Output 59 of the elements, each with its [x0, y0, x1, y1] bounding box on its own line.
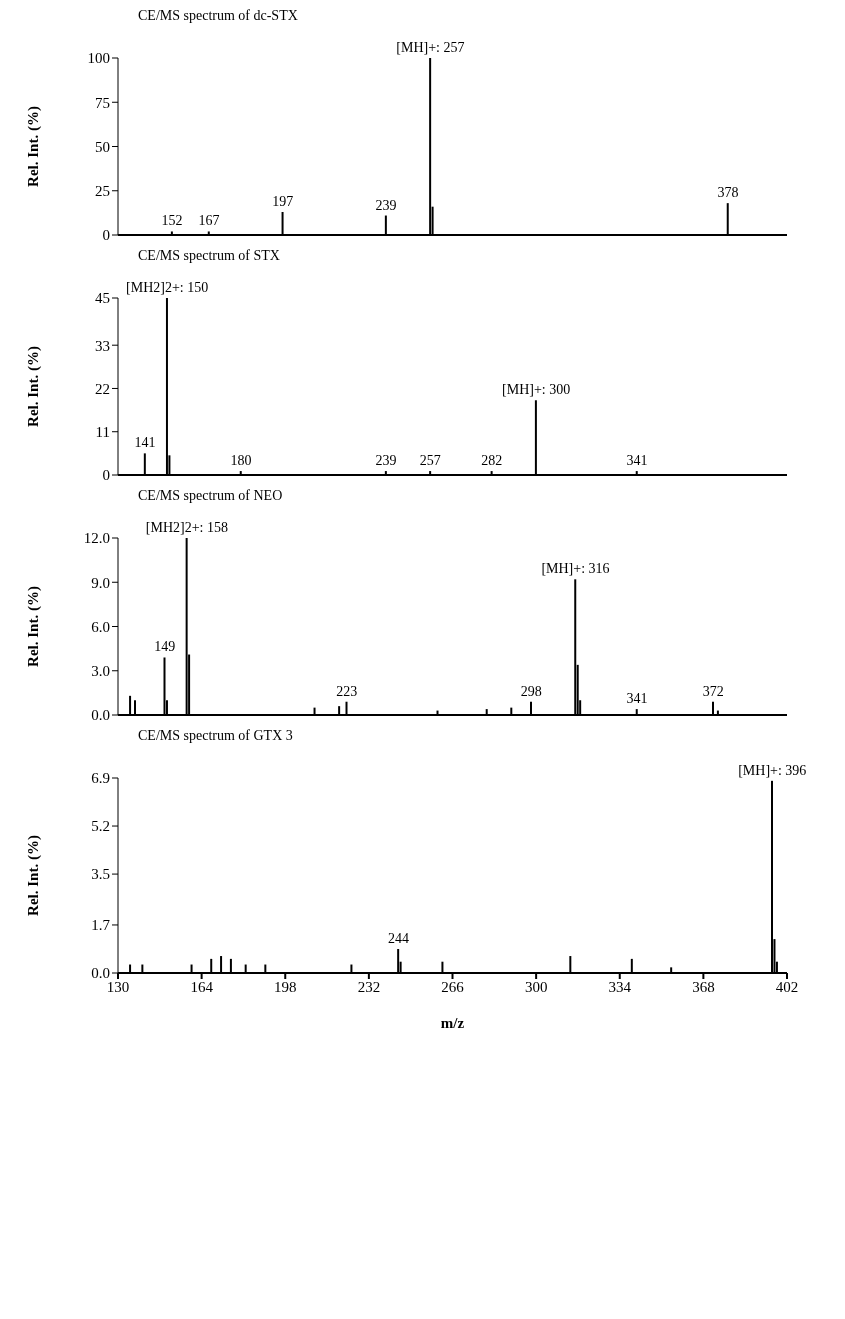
chart-title: CE/MS spectrum of dc-STX: [137, 8, 299, 25]
annotation: 372: [702, 683, 724, 699]
annotation: 239: [375, 197, 397, 213]
annotation: 239: [375, 453, 397, 469]
x-axis-title: m/z: [440, 1015, 465, 1031]
chart-title: CE/MS spectrum of NEO: [137, 488, 284, 505]
y-tick-label: 0: [102, 227, 110, 244]
annotation: 223: [336, 683, 358, 699]
x-tick-label: 402: [775, 978, 799, 995]
y-axis-title: Rel. Int. (%): [25, 586, 43, 667]
x-tick-label: 198: [274, 978, 297, 995]
y-tick-label: 3.5: [91, 866, 110, 883]
y-tick-label: 6.9: [91, 770, 110, 787]
y-axis-title: Rel. Int. (%): [25, 106, 43, 187]
y-axis-title: Rel. Int. (%): [25, 835, 43, 916]
chart-title: CE/MS spectrum of GTX 3: [137, 728, 294, 745]
y-tick-label: 0: [102, 467, 110, 484]
y-tick-label: 33: [95, 337, 110, 354]
annotation: 282: [481, 453, 503, 469]
annotation: 180: [230, 453, 252, 469]
y-axis-title: Rel. Int. (%): [25, 346, 43, 427]
annotation: 298: [520, 683, 542, 699]
x-tick-label: 232: [357, 978, 381, 995]
y-tick-label: 1.7: [91, 917, 111, 934]
annotation: 341: [626, 691, 648, 707]
y-tick-label: 45: [95, 290, 110, 307]
y-tick-label: 11: [95, 424, 110, 441]
x-tick-label: 164: [190, 978, 214, 995]
y-tick-label: 0.0: [91, 707, 110, 724]
y-tick-label: 100: [87, 50, 110, 67]
annotation: 257: [419, 453, 441, 469]
annotation: [MH2]2+: 158: [145, 520, 228, 535]
annotation: [MH2]2+: 150: [126, 280, 209, 295]
x-tick-label: 300: [524, 978, 548, 995]
annotation: 378: [717, 185, 739, 201]
annotation: 152: [161, 213, 183, 229]
annotation: [MH]+: 316: [541, 561, 610, 577]
y-tick-label: 6.0: [91, 618, 110, 635]
chart-title: CE/MS spectrum of STX: [137, 248, 281, 265]
annotation: 149: [154, 639, 176, 655]
x-tick-label: 368: [692, 978, 715, 995]
annotation: 244: [387, 930, 409, 946]
y-tick-label: 50: [95, 138, 110, 155]
annotation: [MH]+: 300: [502, 382, 571, 398]
y-tick-label: 75: [95, 94, 110, 111]
y-tick-label: 25: [95, 183, 110, 200]
annotation: 141: [134, 435, 156, 451]
annotation: 197: [272, 193, 294, 209]
annotation: [MH]+: 396: [738, 762, 807, 778]
annotation: 167: [198, 213, 220, 229]
y-tick-label: 9.0: [91, 574, 110, 591]
x-tick-label: 266: [441, 978, 465, 995]
annotation: [MH]+: 257: [396, 40, 465, 55]
y-tick-label: 12.0: [83, 530, 110, 547]
y-tick-label: 3.0: [91, 663, 110, 680]
x-tick-label: 334: [608, 978, 632, 995]
y-tick-label: 5.2: [91, 818, 110, 835]
annotation: 341: [626, 453, 648, 469]
y-tick-label: 22: [95, 380, 110, 397]
